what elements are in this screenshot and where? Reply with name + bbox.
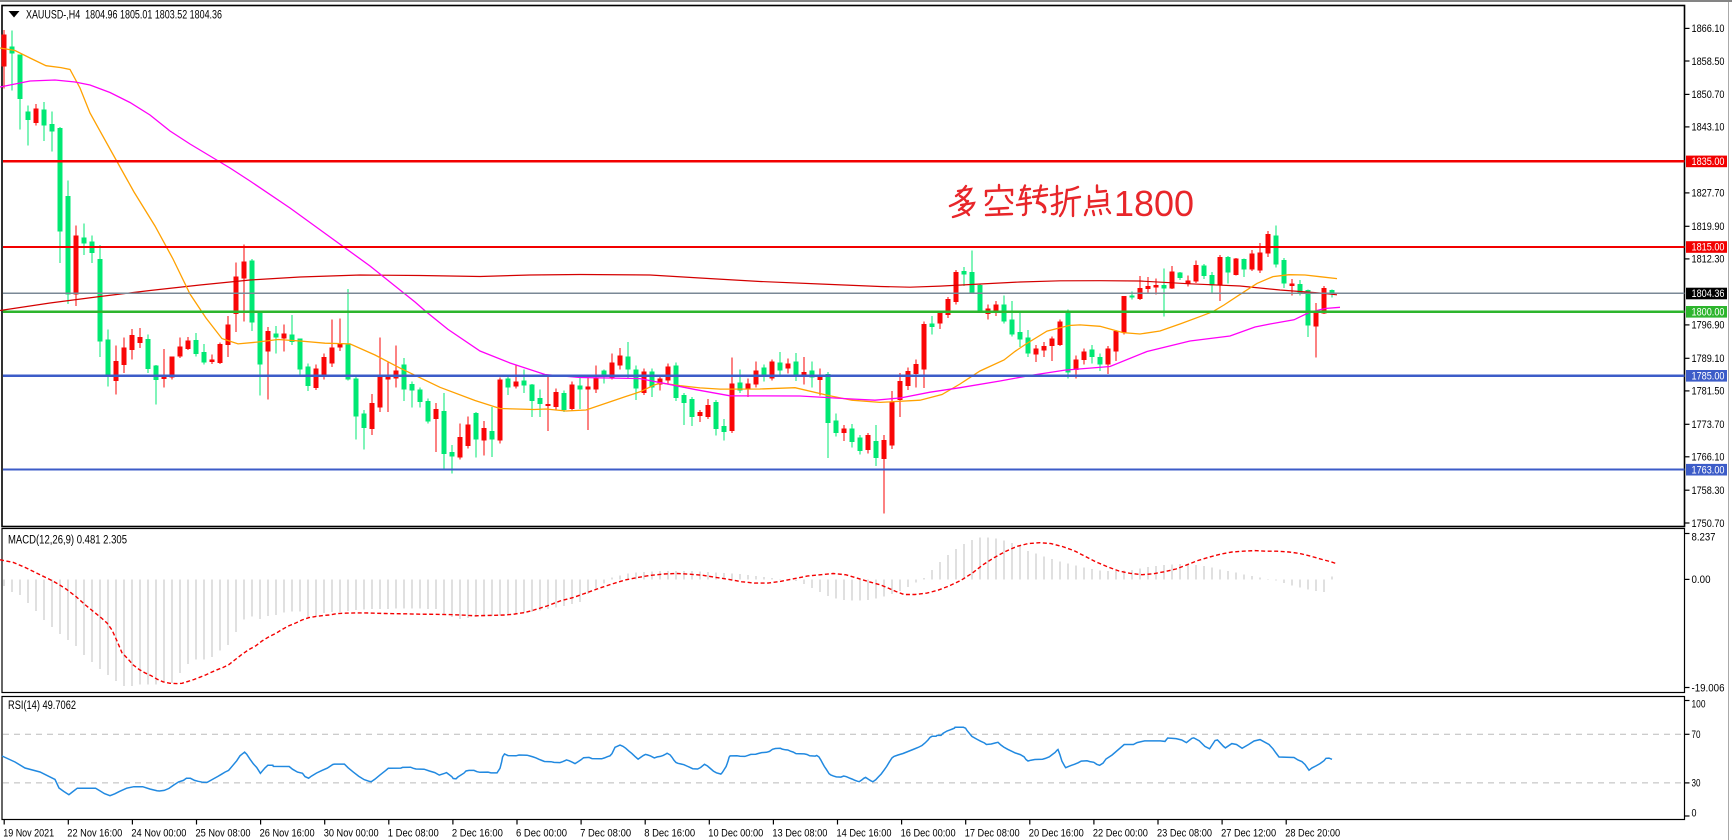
svg-text:6 Dec 00:00: 6 Dec 00:00	[516, 828, 567, 840]
svg-text:RSI(14) 49.7062: RSI(14) 49.7062	[8, 700, 76, 712]
svg-text:1763.00: 1763.00	[1692, 464, 1725, 476]
svg-text:1866.10: 1866.10	[1692, 23, 1725, 35]
svg-text:1796.90: 1796.90	[1692, 320, 1725, 332]
svg-text:22 Dec 00:00: 22 Dec 00:00	[1093, 828, 1148, 840]
svg-text:23 Dec 08:00: 23 Dec 08:00	[1157, 828, 1212, 840]
svg-text:1800.00: 1800.00	[1692, 307, 1725, 319]
svg-text:1812.30: 1812.30	[1692, 254, 1725, 266]
svg-text:10 Dec 00:00: 10 Dec 00:00	[708, 828, 763, 840]
svg-text:1850.70: 1850.70	[1692, 89, 1725, 101]
svg-text:1827.70: 1827.70	[1692, 188, 1725, 200]
svg-text:0: 0	[1692, 808, 1697, 820]
svg-text:1773.70: 1773.70	[1692, 419, 1725, 431]
svg-text:19 Nov 2021: 19 Nov 2021	[3, 828, 54, 840]
svg-text:16 Dec 00:00: 16 Dec 00:00	[901, 828, 956, 840]
svg-text:70: 70	[1692, 729, 1701, 741]
svg-text:1843.10: 1843.10	[1692, 122, 1725, 134]
svg-text:14 Dec 16:00: 14 Dec 16:00	[837, 828, 892, 840]
svg-text:17 Dec 08:00: 17 Dec 08:00	[965, 828, 1020, 840]
svg-text:1819.90: 1819.90	[1692, 221, 1725, 233]
svg-text:1858.50: 1858.50	[1692, 56, 1725, 68]
svg-text:8 Dec 16:00: 8 Dec 16:00	[644, 828, 695, 840]
svg-text:1758.30: 1758.30	[1692, 485, 1725, 497]
svg-text:1835.00: 1835.00	[1692, 156, 1725, 168]
svg-text:2 Dec 16:00: 2 Dec 16:00	[452, 828, 503, 840]
svg-text:100: 100	[1692, 699, 1706, 711]
svg-text:0.00: 0.00	[1692, 574, 1711, 586]
svg-text:1789.10: 1789.10	[1692, 353, 1725, 365]
svg-text:1800: 1800	[1114, 183, 1194, 224]
svg-text:1 Dec 08:00: 1 Dec 08:00	[388, 828, 439, 840]
svg-text:20 Dec 16:00: 20 Dec 16:00	[1029, 828, 1084, 840]
svg-text:MACD(12,26,9) 0.481 2.305: MACD(12,26,9) 0.481 2.305	[8, 535, 127, 547]
svg-text:7 Dec 08:00: 7 Dec 08:00	[580, 828, 631, 840]
svg-text:27 Dec 12:00: 27 Dec 12:00	[1221, 828, 1276, 840]
svg-text:28 Dec 20:00: 28 Dec 20:00	[1285, 828, 1340, 840]
svg-text:1766.10: 1766.10	[1692, 452, 1725, 464]
svg-text:25 Nov 08:00: 25 Nov 08:00	[196, 828, 251, 840]
svg-text:30 Nov 00:00: 30 Nov 00:00	[324, 828, 379, 840]
svg-text:1804.36: 1804.36	[1692, 288, 1725, 300]
svg-text:-19.006: -19.006	[1692, 682, 1725, 694]
svg-text:30: 30	[1692, 778, 1701, 790]
svg-text:1785.00: 1785.00	[1692, 371, 1725, 383]
svg-text:1750.70: 1750.70	[1692, 518, 1725, 530]
svg-text:13 Dec 08:00: 13 Dec 08:00	[772, 828, 827, 840]
svg-text:26 Nov 16:00: 26 Nov 16:00	[260, 828, 315, 840]
svg-text:1815.00: 1815.00	[1692, 242, 1725, 254]
svg-text:22 Nov 16:00: 22 Nov 16:00	[67, 828, 122, 840]
svg-text:XAUUSD-,H4 1804.96 1805.01 18: XAUUSD-,H4 1804.96 1805.01 1803.52 1804.…	[26, 10, 222, 22]
svg-text:1781.50: 1781.50	[1692, 386, 1725, 398]
svg-text:8.237: 8.237	[1692, 531, 1716, 543]
svg-text:24 Nov 00:00: 24 Nov 00:00	[131, 828, 186, 840]
